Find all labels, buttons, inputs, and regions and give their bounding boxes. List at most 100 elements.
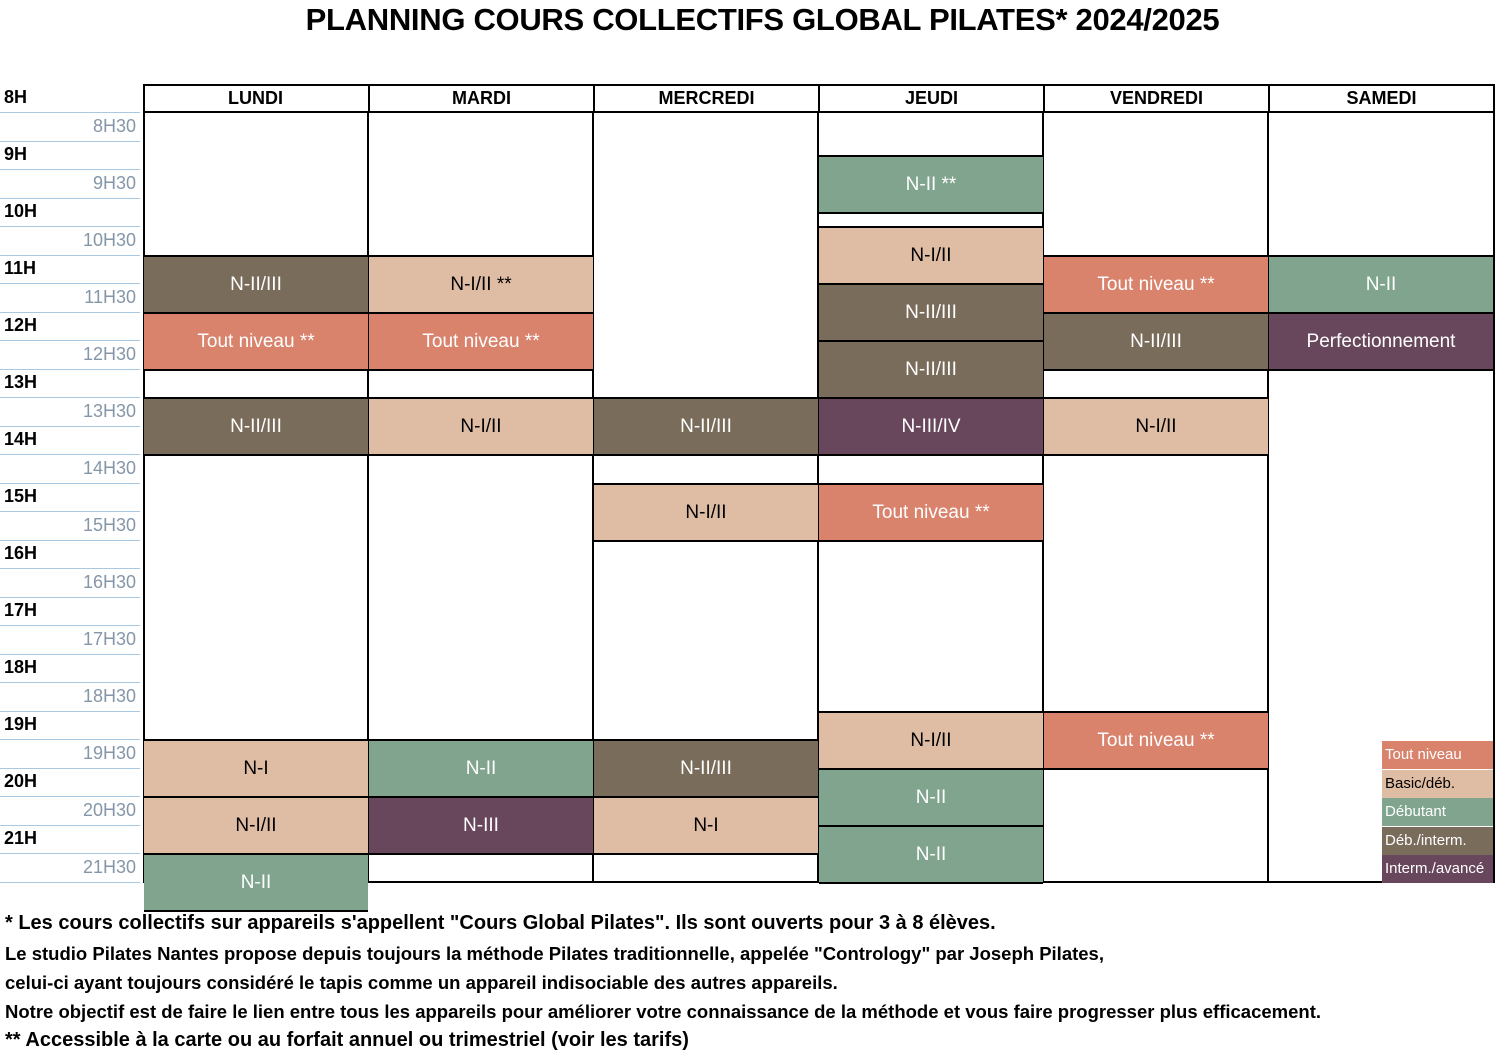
class-block-jeudi: N-I/II	[819, 226, 1043, 285]
time-gridline	[0, 368, 140, 370]
time-gridline	[0, 511, 140, 512]
time-gridline	[0, 739, 140, 740]
class-block-lundi: N-II/III	[144, 397, 368, 456]
time-gridline	[0, 796, 140, 797]
day-header-mercredi: MERCREDI	[593, 84, 818, 113]
column-divider	[817, 113, 819, 883]
time-gridline	[0, 482, 140, 484]
class-block-vendredi: Tout niveau **	[1044, 255, 1268, 314]
footnote-line: Le studio Pilates Nantes propose depuis …	[5, 943, 1104, 964]
time-gridline	[0, 169, 140, 170]
day-header-jeudi: JEUDI	[818, 84, 1043, 113]
time-gridline	[0, 140, 140, 142]
day-header-mardi: MARDI	[368, 84, 593, 113]
footnote-line: ** Accessible à la carte ou au forfait a…	[5, 1029, 689, 1051]
time-gridline	[0, 682, 140, 683]
time-gridline	[0, 454, 140, 455]
time-label-15h: 15H	[4, 486, 38, 506]
time-gridline	[0, 596, 140, 598]
time-gridline	[0, 425, 140, 427]
time-label-14h30: 14H30	[82, 457, 136, 478]
time-label-16h30: 16H30	[82, 571, 136, 592]
time-label-19h: 19H	[4, 714, 38, 734]
class-block-jeudi: Tout niveau **	[819, 483, 1043, 542]
class-block-mercredi: N-II/III	[594, 739, 818, 798]
time-gridline	[0, 767, 140, 769]
class-block-jeudi: N-II	[819, 825, 1043, 884]
class-block-mardi: N-III	[369, 796, 593, 855]
class-block-mardi: Tout niveau **	[369, 312, 593, 371]
legend-item-debutant: Débutant	[1382, 798, 1493, 826]
time-gridline	[0, 283, 140, 284]
time-label-21h: 21H	[4, 828, 38, 848]
class-block-mardi: N-II	[369, 739, 593, 798]
class-block-jeudi: N-II/III	[819, 340, 1043, 399]
class-block-samedi: Perfectionnement	[1269, 312, 1493, 371]
legend-item-deb-interm: Déb./interm.	[1382, 826, 1493, 855]
class-block-jeudi: N-II/III	[819, 283, 1043, 342]
class-block-jeudi: N-II **	[819, 155, 1043, 214]
time-label-10h: 10H	[4, 201, 38, 221]
time-label-11h30: 11H30	[84, 286, 136, 307]
legend-item-basic-deb: Basic/déb.	[1382, 769, 1493, 798]
class-block-vendredi: N-II/III	[1044, 312, 1268, 371]
class-block-mercredi: N-II/III	[594, 397, 818, 456]
day-header-lundi: LUNDI	[143, 84, 368, 113]
time-label-20h30: 20H30	[82, 799, 136, 820]
legend-item-tout-niveau: Tout niveau	[1382, 741, 1493, 769]
class-block-mercredi: N-I	[594, 796, 818, 855]
class-block-mercredi: N-I/II	[594, 483, 818, 542]
class-block-vendredi: N-I/II	[1044, 397, 1268, 456]
class-block-lundi: N-I	[144, 739, 368, 798]
class-block-jeudi: N-II	[819, 768, 1043, 827]
column-divider	[1267, 113, 1269, 883]
column-divider	[592, 113, 594, 883]
time-label-10h30: 10H30	[82, 229, 136, 250]
time-label-16h: 16H	[4, 543, 38, 563]
time-gridline	[0, 254, 140, 256]
time-label-20h: 20H	[4, 771, 38, 791]
time-label-19h30: 19H30	[82, 742, 136, 763]
time-gridline	[0, 226, 140, 227]
time-label-9h: 9H	[4, 144, 28, 164]
time-label-11h: 11H	[4, 258, 37, 278]
time-label-9h30: 9H30	[92, 172, 136, 193]
time-label-13h: 13H	[4, 372, 38, 392]
class-block-vendredi: Tout niveau **	[1044, 711, 1268, 770]
class-block-samedi: N-II	[1269, 255, 1493, 314]
corner-time-label: 8H	[4, 87, 28, 107]
time-gridline	[0, 197, 140, 199]
time-gridline	[0, 625, 140, 626]
page-title: PLANNING COURS COLLECTIFS GLOBAL PILATES…	[305, 2, 1220, 37]
class-block-jeudi: N-I/II	[819, 711, 1043, 770]
legend-item-interm-avance: Interm./avancé	[1382, 855, 1493, 883]
time-label-13h30: 13H30	[82, 400, 136, 421]
time-label-21h30: 21H30	[82, 856, 136, 877]
time-gridline	[0, 568, 140, 569]
footnote-line: * Les cours collectifs sur appareils s'a…	[5, 912, 996, 934]
class-block-mardi: N-I/II **	[369, 255, 593, 314]
time-gridline	[0, 881, 140, 883]
time-label-18h: 18H	[4, 657, 38, 677]
time-gridline	[0, 539, 140, 541]
time-label-12h: 12H	[4, 315, 38, 335]
day-header-samedi: SAMEDI	[1268, 84, 1493, 113]
time-label-14h: 14H	[4, 429, 38, 449]
time-label-8h30: 8H30	[92, 115, 136, 136]
time-label-17h: 17H	[4, 600, 38, 620]
time-label-15h30: 15H30	[82, 514, 136, 535]
time-gridline	[0, 710, 140, 712]
class-block-jeudi: N-III/IV	[819, 397, 1043, 456]
class-block-mardi: N-I/II	[369, 397, 593, 456]
time-gridline	[0, 853, 140, 854]
time-gridline	[0, 824, 140, 826]
time-label-12h30: 12H30	[82, 343, 136, 364]
time-gridline	[0, 340, 140, 341]
time-gridline	[0, 112, 140, 113]
time-label-18h30: 18H30	[82, 685, 136, 706]
column-divider	[367, 113, 369, 883]
class-block-lundi: Tout niveau **	[144, 312, 368, 371]
footnote-line: Notre objectif est de faire le lien entr…	[5, 1001, 1321, 1022]
time-gridline	[0, 397, 140, 398]
class-block-lundi: N-II/III	[144, 255, 368, 314]
